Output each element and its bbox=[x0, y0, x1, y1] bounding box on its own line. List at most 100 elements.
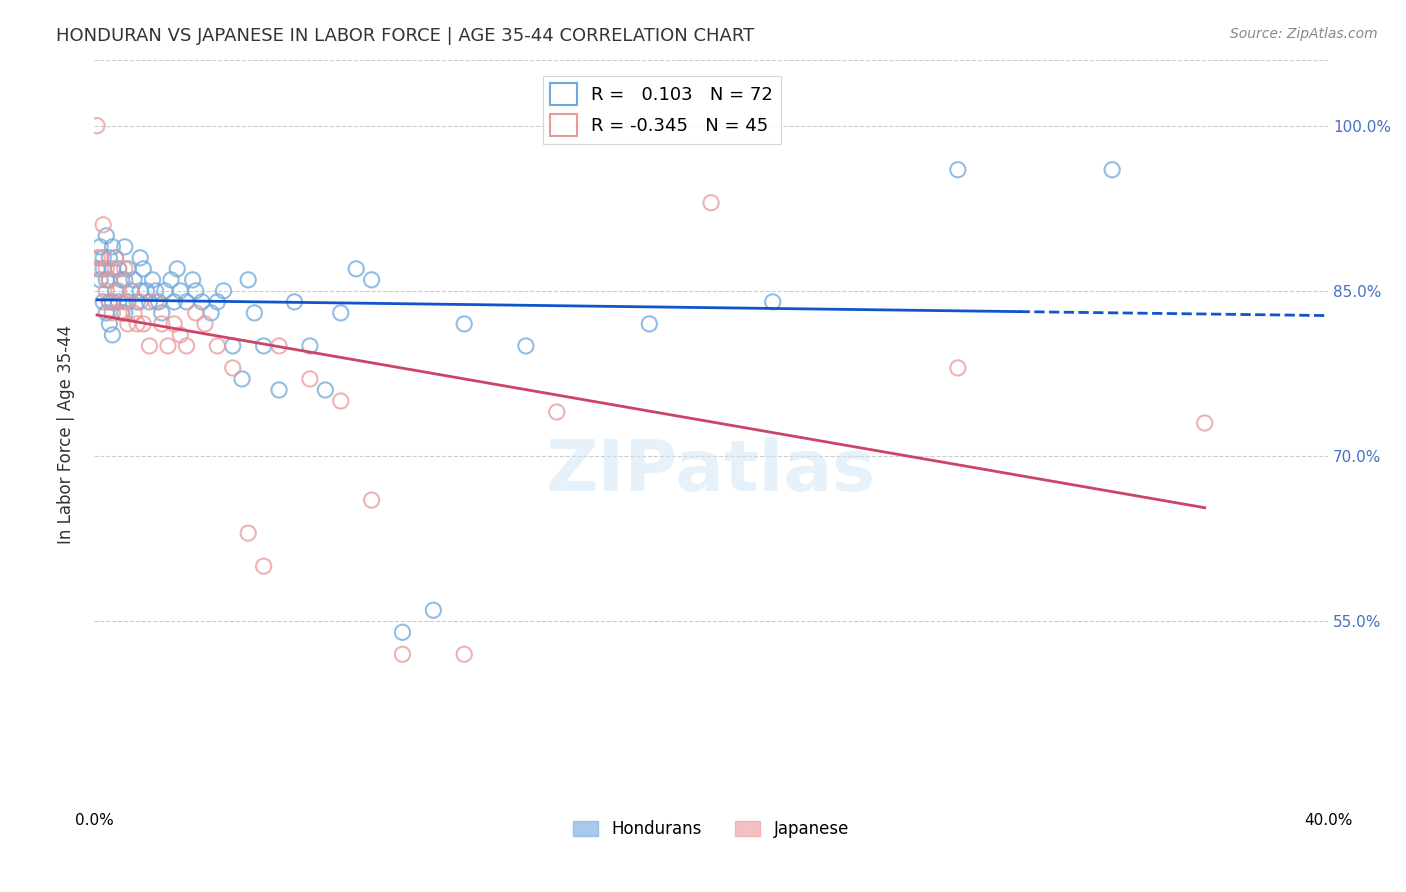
Point bbox=[148, 294, 170, 309]
Point bbox=[91, 294, 114, 309]
Point bbox=[122, 306, 145, 320]
Point bbox=[153, 284, 176, 298]
Point bbox=[120, 284, 142, 298]
Point bbox=[194, 317, 217, 331]
Point bbox=[104, 284, 127, 298]
Point bbox=[191, 294, 214, 309]
Point bbox=[127, 317, 149, 331]
Point bbox=[86, 251, 108, 265]
Point bbox=[184, 306, 207, 320]
Point bbox=[212, 284, 235, 298]
Point bbox=[222, 360, 245, 375]
Point bbox=[127, 294, 149, 309]
Point bbox=[111, 306, 134, 320]
Point bbox=[207, 294, 229, 309]
Point bbox=[200, 306, 222, 320]
Point bbox=[298, 372, 321, 386]
Point bbox=[181, 273, 204, 287]
Y-axis label: In Labor Force | Age 35-44: In Labor Force | Age 35-44 bbox=[58, 325, 75, 543]
Point bbox=[122, 273, 145, 287]
Point bbox=[101, 240, 124, 254]
Point bbox=[138, 294, 160, 309]
Point bbox=[238, 526, 260, 541]
Point bbox=[391, 625, 413, 640]
Point bbox=[98, 273, 121, 287]
Point bbox=[391, 647, 413, 661]
Point bbox=[546, 405, 568, 419]
Point bbox=[207, 339, 229, 353]
Point bbox=[89, 273, 111, 287]
Point bbox=[638, 317, 661, 331]
Point bbox=[329, 394, 352, 409]
Point bbox=[91, 251, 114, 265]
Point bbox=[515, 339, 537, 353]
Text: ZIPatlas: ZIPatlas bbox=[546, 437, 876, 506]
Point bbox=[129, 284, 152, 298]
Point bbox=[104, 251, 127, 265]
Point bbox=[184, 284, 207, 298]
Point bbox=[314, 383, 336, 397]
Point bbox=[107, 294, 129, 309]
Point bbox=[298, 339, 321, 353]
Point bbox=[111, 273, 134, 287]
Point bbox=[700, 195, 723, 210]
Point bbox=[156, 339, 179, 353]
Point bbox=[360, 493, 382, 508]
Point bbox=[114, 294, 136, 309]
Point bbox=[150, 317, 173, 331]
Point bbox=[129, 251, 152, 265]
Point bbox=[762, 294, 785, 309]
Point bbox=[946, 162, 969, 177]
Point bbox=[98, 294, 121, 309]
Point bbox=[101, 294, 124, 309]
Point bbox=[114, 261, 136, 276]
Point bbox=[96, 228, 118, 243]
Point bbox=[111, 306, 134, 320]
Point bbox=[132, 317, 155, 331]
Point bbox=[163, 294, 186, 309]
Point bbox=[114, 240, 136, 254]
Point bbox=[253, 339, 276, 353]
Point bbox=[117, 317, 139, 331]
Point bbox=[135, 284, 157, 298]
Text: Source: ZipAtlas.com: Source: ZipAtlas.com bbox=[1230, 27, 1378, 41]
Point bbox=[89, 251, 111, 265]
Point bbox=[91, 261, 114, 276]
Point bbox=[98, 251, 121, 265]
Text: HONDURAN VS JAPANESE IN LABOR FORCE | AGE 35-44 CORRELATION CHART: HONDURAN VS JAPANESE IN LABOR FORCE | AG… bbox=[56, 27, 755, 45]
Point bbox=[96, 306, 118, 320]
Point bbox=[138, 339, 160, 353]
Point bbox=[222, 339, 245, 353]
Point bbox=[169, 284, 191, 298]
Point bbox=[169, 327, 191, 342]
Point bbox=[231, 372, 253, 386]
Point bbox=[101, 306, 124, 320]
Point bbox=[129, 294, 152, 309]
Point bbox=[86, 119, 108, 133]
Point bbox=[104, 251, 127, 265]
Point bbox=[107, 284, 129, 298]
Point bbox=[101, 327, 124, 342]
Point bbox=[96, 273, 118, 287]
Point bbox=[91, 218, 114, 232]
Point bbox=[120, 284, 142, 298]
Legend: Hondurans, Japanese: Hondurans, Japanese bbox=[567, 814, 856, 845]
Point bbox=[96, 284, 118, 298]
Point bbox=[283, 294, 305, 309]
Point bbox=[107, 261, 129, 276]
Point bbox=[160, 273, 183, 287]
Point bbox=[267, 383, 290, 397]
Point bbox=[145, 294, 167, 309]
Point bbox=[166, 261, 188, 276]
Point bbox=[89, 261, 111, 276]
Point bbox=[89, 240, 111, 254]
Point bbox=[150, 306, 173, 320]
Point bbox=[117, 261, 139, 276]
Point bbox=[238, 273, 260, 287]
Point bbox=[360, 273, 382, 287]
Point bbox=[142, 273, 165, 287]
Point bbox=[101, 261, 124, 276]
Point bbox=[114, 273, 136, 287]
Point bbox=[946, 360, 969, 375]
Point bbox=[453, 317, 475, 331]
